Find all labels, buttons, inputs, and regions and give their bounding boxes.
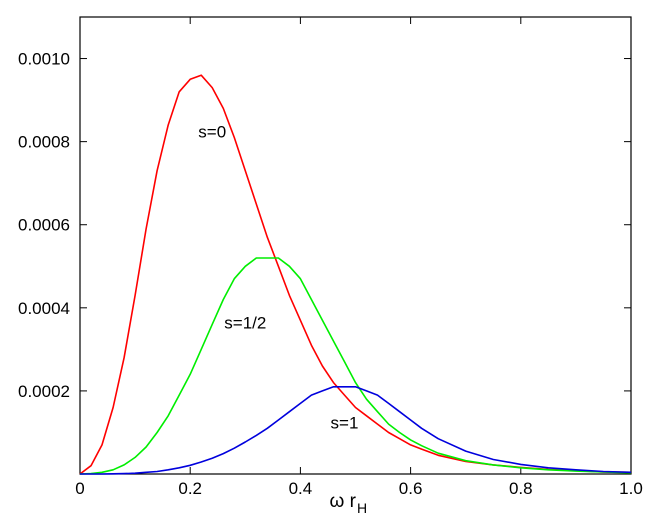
- series-line-s-0: [79, 74, 632, 475]
- y-tick-label: 0.0008: [18, 133, 70, 152]
- plot-area: 0 0.2 0.4 0.6 0.8 1.0 0.0002 0.0004 0.0006 0.0008…: [18, 16, 643, 498]
- y-tick-label: 0.0010: [18, 50, 70, 69]
- series-label-s-0: s=0: [198, 122, 226, 141]
- x-tick-label: 0.2: [178, 479, 202, 498]
- series-line-s-1-2: [79, 257, 632, 475]
- x-tick-label: 0.4: [289, 479, 313, 498]
- series-label-s-1-2: s=1/2: [224, 314, 266, 333]
- plot-frame: [79, 16, 632, 475]
- series-label-s-1: s=1: [331, 413, 359, 432]
- series-line-s-1: [80, 385, 632, 475]
- x-tick-label: 1.0: [619, 479, 643, 498]
- x-axis-label: ω r: [330, 491, 357, 512]
- y-tick-label: 0.0006: [18, 216, 70, 235]
- y-tick-label: 0.0004: [18, 299, 70, 318]
- x-tick-label: 0.8: [509, 479, 533, 498]
- x-axis-label-subscript: H: [357, 500, 367, 516]
- x-axis-title: ω r H: [330, 491, 368, 516]
- x-tick-label: 0.6: [399, 479, 423, 498]
- y-tick-label: 0.0002: [18, 382, 70, 401]
- x-tick-label: 0: [75, 479, 84, 498]
